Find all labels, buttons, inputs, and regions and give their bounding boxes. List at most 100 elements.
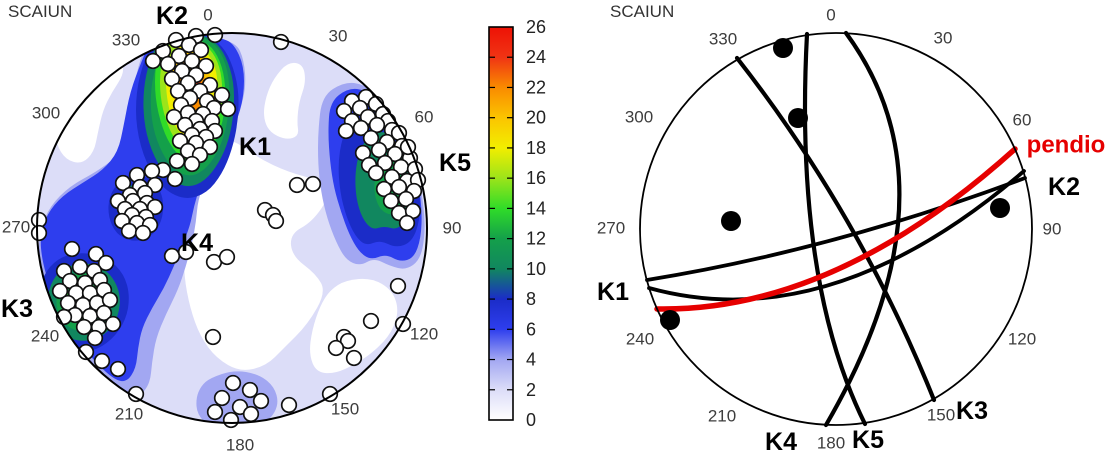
plane-label-K5: K5	[852, 426, 884, 454]
azimuth-label-90: 90	[443, 219, 462, 238]
pole-marker	[114, 174, 132, 192]
great-circle-K3	[734, 55, 937, 403]
pole-marker	[104, 315, 122, 333]
pole-marker	[30, 224, 48, 242]
primitive-circle	[36, 32, 428, 424]
contour-band-white-topright	[264, 62, 305, 139]
pole-marker	[109, 360, 127, 378]
pole-marker	[362, 312, 380, 330]
cluster-label-K2: K2	[156, 2, 188, 30]
pole-marker	[337, 122, 355, 140]
plane-label-K1: K1	[597, 278, 629, 306]
pole-marker	[242, 405, 260, 423]
pole-marker	[206, 403, 224, 421]
colorbar-label-8: 8	[526, 289, 536, 309]
colorbar-label-14: 14	[526, 198, 546, 218]
colorbar-label-16: 16	[526, 168, 546, 188]
pole-marker	[93, 352, 111, 370]
pole-marker	[370, 141, 388, 159]
pole-marker	[386, 145, 404, 163]
contour-band-white-northwest	[55, 61, 124, 163]
pole-marker	[165, 108, 183, 126]
pole-marker	[368, 116, 386, 134]
pole-marker	[241, 381, 259, 399]
pole-marker	[213, 86, 231, 104]
pole-marker	[390, 178, 408, 196]
stereonet-background	[640, 33, 1032, 425]
pole-marker	[222, 411, 240, 429]
colorbar-label-2: 2	[526, 380, 536, 400]
pole-marker	[192, 41, 210, 59]
cluster-label-K4: K4	[181, 229, 213, 257]
azimuth-label-90: 90	[1043, 220, 1062, 239]
pole-marker	[224, 374, 242, 392]
cluster-label-K1: K1	[239, 133, 271, 161]
pole-marker	[95, 304, 113, 322]
pole-marker	[288, 176, 306, 194]
colorbar-label-10: 10	[526, 259, 546, 279]
right-plot-title: SCAIUN	[610, 2, 674, 21]
density-stereonet: 0 30 60 90 120 150 180 210 240 270 300 330 K2 K1 K4 K3 K…	[1, 2, 471, 455]
azimuth-label-120: 120	[410, 325, 438, 344]
pole-marker	[101, 291, 119, 309]
plane-label-K4: K4	[765, 428, 797, 456]
pole-dot	[721, 211, 741, 231]
colorbar-frame	[488, 26, 514, 421]
great-circle-stereonet: 0 30 60 90 120 150 180 210 240 270 300 330 K1 K2 K3 K4 K…	[597, 6, 1106, 456]
pole-marker	[376, 154, 394, 172]
azimuth-label-180: 180	[226, 436, 254, 455]
great-circle-K1	[645, 176, 1027, 282]
azimuth-label-150: 150	[927, 406, 955, 425]
colorbar-label-4: 4	[526, 350, 536, 370]
plane-label-K2: K2	[1048, 173, 1080, 201]
pole-marker	[219, 100, 237, 118]
pole-marker	[362, 129, 380, 147]
azimuth-label-300: 300	[32, 104, 60, 123]
pole-marker	[397, 190, 415, 208]
pole-marker	[204, 328, 222, 346]
azimuth-label-330: 330	[709, 30, 737, 49]
pole-marker	[75, 318, 93, 336]
pole-marker	[398, 214, 416, 232]
azimuth-label-270: 270	[597, 219, 625, 238]
pole-marker	[197, 57, 215, 75]
cluster-label-K3: K3	[1, 295, 33, 323]
colorbar-label-20: 20	[526, 108, 546, 128]
azimuth-label-0: 0	[826, 6, 835, 25]
azimuth-label-180: 180	[817, 434, 845, 453]
pole-marker	[267, 212, 285, 230]
pole-marker	[183, 155, 201, 173]
colorbar-label-6: 6	[526, 319, 536, 339]
pole-marker	[134, 224, 152, 242]
pole-dot	[990, 198, 1010, 218]
pole-marker	[166, 170, 184, 188]
pole-marker	[304, 175, 322, 193]
cluster-label-K5: K5	[439, 149, 471, 177]
pole-marker	[87, 245, 105, 263]
azimuth-label-0: 0	[203, 6, 212, 25]
azimuth-label-210: 210	[708, 407, 736, 426]
pole-marker	[71, 258, 89, 276]
colorbar-label-26: 26	[526, 17, 546, 37]
pole-marker	[389, 277, 407, 295]
pole-marker	[168, 152, 186, 170]
pole-marker	[327, 339, 345, 357]
great-circle-pendio	[654, 146, 1018, 312]
pole-marker	[213, 389, 231, 407]
colorbar-label-12: 12	[526, 229, 546, 249]
pole-marker	[143, 162, 161, 180]
plane-label-K3: K3	[956, 397, 988, 425]
colorbar-label-0: 0	[526, 410, 536, 430]
great-circle-K4	[823, 30, 902, 428]
azimuth-label-30: 30	[934, 29, 953, 48]
pole-marker	[63, 240, 81, 258]
pole-marker	[144, 52, 162, 70]
pendio-label: pendio	[1027, 132, 1106, 159]
azimuth-label-300: 300	[625, 108, 653, 127]
pole-dot	[773, 38, 793, 58]
azimuth-label-240: 240	[31, 327, 59, 346]
pole-marker	[218, 248, 236, 266]
